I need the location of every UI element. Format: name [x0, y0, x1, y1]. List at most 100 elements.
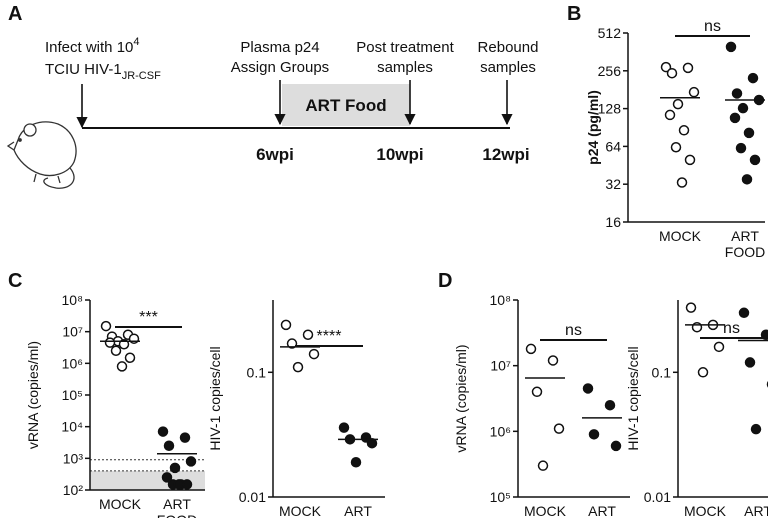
- x-tick-label: ART FOOD: [157, 496, 197, 518]
- time-label: 12wpi: [482, 145, 529, 164]
- x-tick-label: ART FOOD: [744, 503, 768, 518]
- y-tick-label: 10⁷: [62, 324, 83, 340]
- data-point: [163, 440, 175, 451]
- y-tick-label: 0.1: [652, 364, 672, 380]
- x-tick-label: ART FOOD: [344, 503, 372, 518]
- data-point: [104, 337, 116, 348]
- data-point: [588, 429, 600, 440]
- box-label: ART Food: [305, 96, 386, 115]
- data-point: [666, 67, 678, 79]
- data-point: [110, 345, 122, 356]
- data-point: [685, 302, 697, 313]
- y-axis-title: vRNA (copies/ml): [25, 341, 41, 449]
- significance-label: ****: [317, 328, 342, 345]
- time-label: 10wpi: [376, 145, 423, 164]
- data-point: [750, 423, 762, 435]
- data-point: [553, 423, 565, 434]
- time-label: 6wpi: [256, 145, 294, 164]
- significance-label: ***: [139, 309, 158, 326]
- panel-label: B: [567, 3, 581, 25]
- data-point: [292, 361, 304, 373]
- event-label: samples: [377, 59, 433, 76]
- event-label: TCIU HIV-1JR-CSF: [45, 61, 161, 82]
- data-point: [525, 343, 537, 355]
- y-tick-label: 10⁵: [490, 489, 511, 505]
- data-point: [678, 125, 690, 136]
- data-point: [161, 472, 173, 483]
- data-point: [676, 177, 688, 188]
- mouse-icon: [6, 121, 77, 189]
- data-point: [350, 456, 362, 468]
- data-point: [169, 462, 181, 474]
- data-point: [743, 127, 755, 139]
- y-tick-label: 10⁸: [62, 292, 84, 308]
- y-tick-label: 128: [598, 101, 622, 117]
- y-tick-label: 10³: [63, 450, 84, 466]
- data-point: [531, 386, 543, 398]
- data-point: [741, 174, 753, 185]
- event-text: TCIU HIV-1: [45, 61, 122, 78]
- data-point: [610, 440, 622, 452]
- event-text: Infect with 10: [45, 39, 133, 56]
- y-tick-label: 10⁷: [490, 358, 511, 374]
- data-point: [735, 142, 747, 154]
- y-tick-label: 0.01: [644, 489, 671, 505]
- data-point: [116, 361, 128, 372]
- y-tick-label: 64: [605, 138, 621, 154]
- data-point: [582, 383, 594, 394]
- significance-label: ns: [565, 322, 582, 339]
- data-point: [157, 426, 169, 437]
- data-point: [100, 320, 112, 332]
- data-point: [713, 341, 725, 353]
- y-tick-label: 0.01: [239, 489, 266, 505]
- data-point: [691, 321, 703, 333]
- data-point: [737, 102, 749, 114]
- data-point: [179, 432, 191, 443]
- y-tick-label: 32: [605, 176, 621, 192]
- data-point: [308, 348, 320, 360]
- data-point: [760, 329, 768, 341]
- x-tick-label: MOCK: [524, 503, 566, 518]
- x-tick-label: MOCK: [99, 496, 141, 512]
- data-point: [124, 352, 136, 364]
- y-tick-label: 10²: [63, 482, 84, 498]
- x-tick-label: ART FOOD: [588, 503, 616, 518]
- data-point: [280, 319, 292, 331]
- x-tick-label: MOCK: [279, 503, 321, 518]
- data-point: [338, 422, 350, 433]
- data-point: [725, 41, 737, 53]
- x-tick-label: MOCK: [684, 503, 726, 518]
- data-point: [729, 112, 741, 124]
- event-label: Infect with 104: [45, 36, 140, 56]
- data-point: [286, 338, 298, 349]
- data-point: [670, 142, 682, 153]
- panel-label: C: [8, 270, 22, 292]
- y-tick-label: 10⁶: [62, 355, 83, 371]
- y-axis-title: p24 (pg/ml): [585, 90, 601, 165]
- y-tick-label: 10⁴: [61, 419, 83, 435]
- data-point: [684, 154, 696, 166]
- y-tick-label: 10⁸: [490, 292, 512, 308]
- treatment-box: [282, 84, 410, 126]
- data-point: [604, 399, 616, 411]
- event-label: Post treatment: [356, 39, 454, 56]
- y-axis-title: HIV-1 copies/cell: [625, 346, 641, 450]
- subscript: JR-CSF: [122, 70, 161, 82]
- y-axis-title: HIV-1 copies/cell: [207, 346, 223, 450]
- x-tick-label: MOCK: [659, 228, 701, 244]
- event-label: samples: [480, 59, 536, 76]
- data-point: [688, 86, 700, 98]
- data-point: [664, 109, 676, 121]
- data-point: [747, 72, 759, 84]
- event-label: Plasma p24: [240, 39, 319, 56]
- superscript: 4: [133, 36, 139, 48]
- data-point: [660, 61, 672, 73]
- data-point: [185, 456, 197, 467]
- data-point: [118, 339, 130, 350]
- data-point: [749, 154, 761, 166]
- data-point: [302, 329, 314, 341]
- y-axis-title: vRNA (copies/ml): [453, 344, 469, 452]
- y-tick-label: 512: [598, 25, 622, 41]
